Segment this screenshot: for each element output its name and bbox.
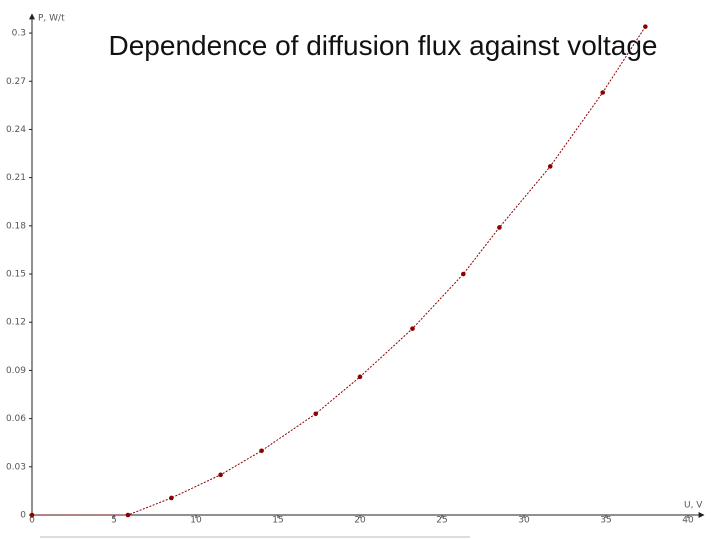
- data-point: [497, 225, 502, 230]
- y-tick-label: 0.21: [6, 173, 26, 183]
- y-axis-label: P, W/t: [38, 14, 65, 24]
- x-tick-label: 15: [272, 516, 283, 526]
- data-point: [547, 164, 553, 169]
- x-tick-label: 20: [354, 516, 366, 526]
- x-tick-label: 0: [29, 516, 35, 526]
- y-tick-label: 0.15: [6, 270, 26, 280]
- chart-title: Dependence of diffusion flux against vol…: [108, 30, 658, 61]
- y-tick-label: 0: [20, 511, 26, 521]
- x-tick-label: 35: [600, 516, 611, 526]
- y-tick-label: 0.06: [6, 414, 26, 424]
- y-tick-label: 0.09: [6, 366, 26, 376]
- data-point: [357, 374, 363, 380]
- y-tick-label: 0.18: [6, 221, 26, 231]
- y-tick-label: 0.27: [6, 77, 26, 87]
- data-point: [125, 512, 131, 518]
- x-tick-label: 40: [682, 516, 694, 526]
- y-tick-label: 0.3: [12, 29, 26, 39]
- y-tick-label: 0.03: [6, 462, 26, 472]
- data-point: [169, 495, 174, 501]
- data-point: [29, 512, 35, 518]
- x-tick-label: 10: [190, 516, 202, 526]
- data-point: [313, 411, 319, 417]
- data-line: [32, 26, 646, 516]
- x-tick-label: 30: [518, 516, 530, 526]
- x-axis-label: U, V: [684, 501, 703, 511]
- data-point: [600, 90, 606, 95]
- data-point: [410, 326, 415, 331]
- y-tick-label: 0.24: [6, 125, 26, 135]
- x-tick-label: 5: [111, 516, 117, 526]
- data-point: [218, 472, 223, 478]
- data-point: [643, 24, 648, 29]
- data-point: [259, 448, 264, 454]
- y-tick-label: 0.12: [6, 318, 26, 328]
- data-point: [461, 271, 466, 277]
- x-tick-label: 25: [436, 516, 447, 526]
